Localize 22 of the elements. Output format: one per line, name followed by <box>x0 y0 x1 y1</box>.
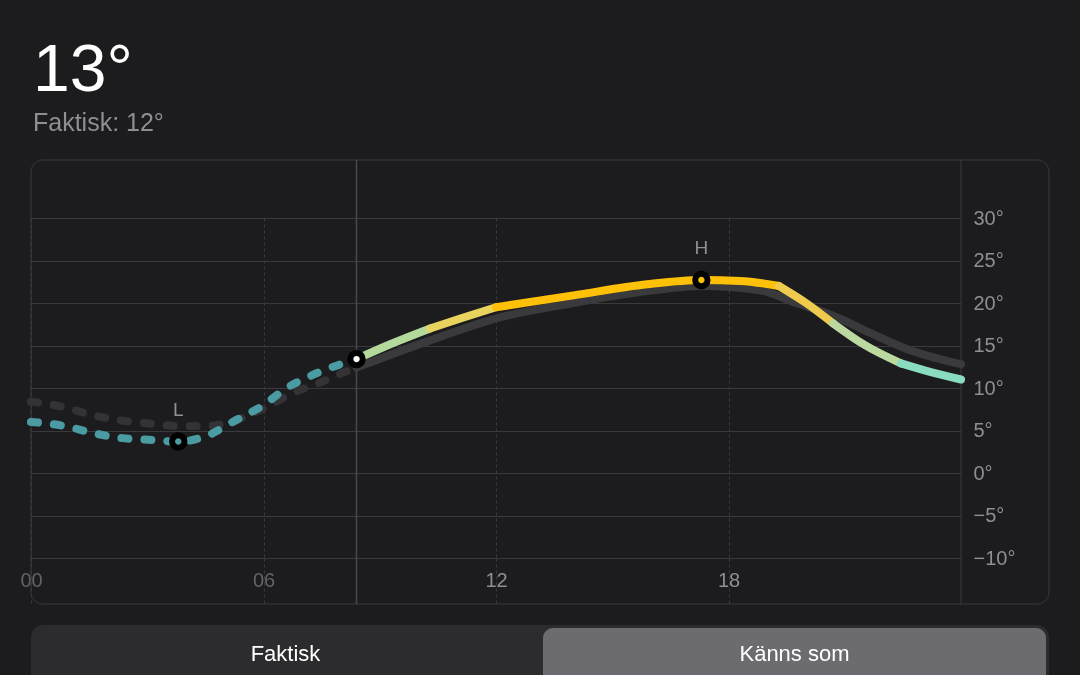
x-tick-label: 00 <box>20 568 43 591</box>
x-tick-label: 18 <box>717 568 741 591</box>
y-tick-label: −5° <box>973 504 1005 526</box>
y-tick-label: −10° <box>973 546 1016 569</box>
x-tick-label: 12 <box>485 568 508 591</box>
y-tick-label: 0° <box>973 461 993 484</box>
text: Känns som <box>739 641 850 666</box>
point <box>347 349 366 369</box>
y-tick-label: 15° <box>973 334 1004 356</box>
text: Faktisk <box>250 641 322 666</box>
y-tick-label: 10° <box>973 376 1004 399</box>
point <box>169 432 188 451</box>
chart-title: 13° <box>33 31 133 106</box>
annotation: L <box>172 398 184 420</box>
y-tick-label: 20° <box>973 291 1004 314</box>
annotation: H <box>694 237 709 259</box>
y-tick-label: 25° <box>973 249 1004 271</box>
point <box>692 270 711 290</box>
y-tick-label: 5° <box>973 419 993 441</box>
y-tick-label: 30° <box>973 206 1004 229</box>
chart-subtitle: Faktisk: 12° <box>33 108 164 137</box>
x-tick-label: 06 <box>252 568 276 591</box>
